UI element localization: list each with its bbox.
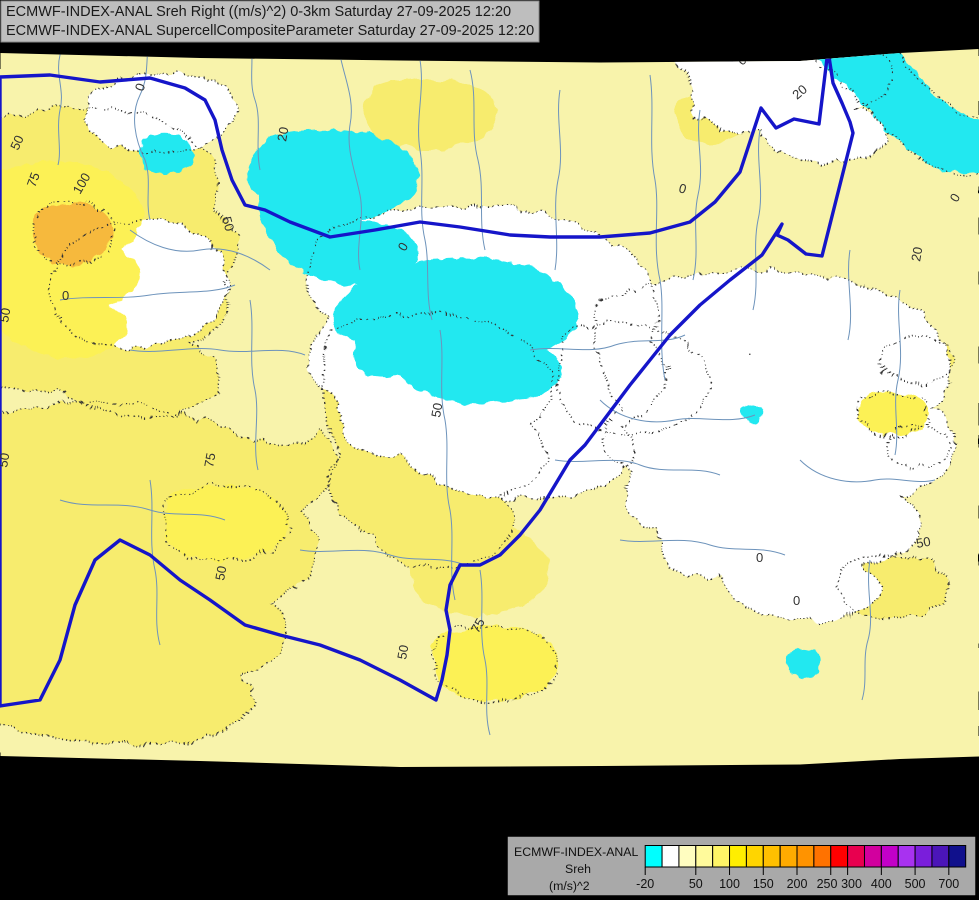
svg-text:0: 0 xyxy=(793,593,800,608)
svg-text:20: 20 xyxy=(908,246,925,263)
svg-text:300: 300 xyxy=(841,877,862,891)
svg-text:75: 75 xyxy=(201,452,218,469)
svg-text:Sreh: Sreh xyxy=(565,862,591,876)
svg-text:(m/s)^2: (m/s)^2 xyxy=(549,879,590,893)
svg-text:250: 250 xyxy=(817,877,838,891)
svg-text:700: 700 xyxy=(938,877,959,891)
svg-text:400: 400 xyxy=(871,877,892,891)
svg-text:20: 20 xyxy=(274,126,291,143)
svg-text:50: 50 xyxy=(915,534,932,551)
svg-text:50: 50 xyxy=(394,644,411,661)
svg-text:50: 50 xyxy=(428,402,445,419)
svg-text:150: 150 xyxy=(753,877,774,891)
svg-text:.: . xyxy=(748,343,752,358)
svg-text:ECMWF-INDEX-ANAL: ECMWF-INDEX-ANAL xyxy=(514,845,638,859)
svg-text:200: 200 xyxy=(787,877,808,891)
svg-text:0: 0 xyxy=(756,550,763,565)
svg-text:50: 50 xyxy=(689,877,703,891)
svg-text:50: 50 xyxy=(212,565,229,582)
svg-text:ECMWF-INDEX-ANAL SupercellComp: ECMWF-INDEX-ANAL SupercellCompositeParam… xyxy=(6,23,534,39)
svg-text:-20: -20 xyxy=(636,877,654,891)
svg-text:500: 500 xyxy=(905,877,926,891)
svg-text:100: 100 xyxy=(719,877,740,891)
svg-text:ECMWF-INDEX-ANAL Sreh Right ((: ECMWF-INDEX-ANAL Sreh Right ((m/s)^2) 0-… xyxy=(6,4,511,20)
svg-text:0: 0 xyxy=(62,288,69,303)
